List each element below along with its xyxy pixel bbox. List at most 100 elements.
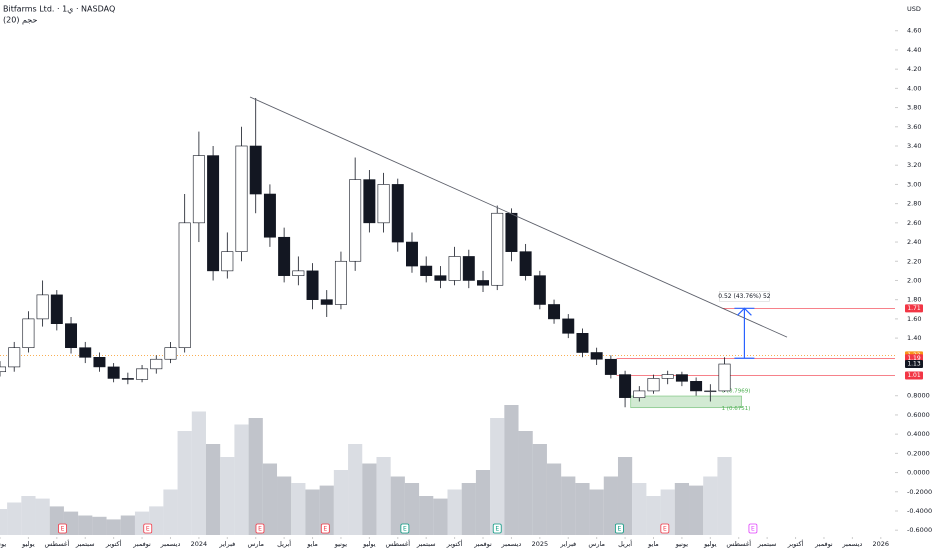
y-tick-label: 4.60	[907, 27, 921, 35]
y-tick-label: 0.6000	[907, 411, 930, 419]
volume-bar	[248, 418, 263, 535]
x-tick-label: يونيو	[0, 540, 6, 548]
event-marker	[492, 523, 502, 534]
x-tick-label: ديسمبر	[501, 540, 522, 548]
trendline	[249, 96, 788, 338]
volume-bar	[475, 470, 491, 535]
candle-body	[65, 323, 78, 349]
volume-bar	[575, 483, 590, 535]
volume-bar	[177, 431, 192, 535]
x-tick-label: ديسمبر	[841, 540, 862, 548]
y-tick-label: 3.00	[907, 180, 921, 188]
x-tick-label: سبتمبر	[75, 540, 95, 548]
volume-bar	[0, 509, 8, 535]
x-tick-label: فبراير	[218, 540, 235, 548]
volume-bar	[490, 418, 505, 535]
volume-bar	[7, 502, 22, 535]
candle-body	[562, 318, 575, 334]
volume-bar	[617, 457, 633, 535]
y-tick-label: -0.2000	[907, 488, 932, 496]
volume-bar	[689, 485, 704, 535]
volume-bar	[333, 470, 349, 535]
event-label: E	[323, 526, 327, 533]
y-tick-label: 2.80	[907, 200, 921, 208]
y-tick-label: 1.60	[907, 315, 921, 323]
x-tick-label: أغسطس	[385, 539, 410, 548]
candle-body	[633, 390, 646, 398]
volume-bar	[92, 516, 107, 535]
x-tick-label: مايو	[306, 540, 318, 548]
candle-body	[22, 318, 35, 349]
candle-body	[548, 304, 561, 320]
y-tick-label: -0.4000	[907, 507, 932, 515]
volume-bar	[63, 511, 79, 535]
volume-bar	[532, 444, 547, 535]
event-marker	[143, 523, 153, 534]
x-tick-label: أكتوبر	[787, 539, 804, 548]
x-tick-label: أبريل	[277, 539, 291, 548]
candle-body	[420, 265, 433, 276]
y-tick-label: 1.80	[907, 296, 921, 304]
x-tick-label: سبتمبر	[416, 540, 436, 548]
y-tick-label: 1.40	[907, 334, 921, 342]
y-tick-label: 4.00	[907, 84, 921, 92]
volume-bar	[319, 485, 334, 535]
volume-bar	[518, 431, 533, 535]
indicator-label: حجم (20)	[3, 16, 37, 25]
x-tick-label: مارس	[588, 540, 605, 548]
candle-body	[79, 347, 92, 358]
x-tick-label: يوليو	[21, 540, 35, 548]
candle-body	[391, 184, 404, 243]
x-tick-label: أبريل	[618, 539, 632, 548]
event-label: E	[617, 526, 621, 533]
event-label: E	[751, 526, 755, 533]
candle-body	[590, 352, 603, 360]
candle-body	[505, 212, 518, 252]
candle-body	[406, 241, 418, 267]
volume-bar	[277, 476, 292, 535]
volume-bar	[234, 424, 249, 535]
volume-bar	[348, 444, 363, 535]
y-tick-label: 0.0000	[907, 469, 930, 477]
chart-title: Bitfarms Ltd. · 1ي · NASDAQ	[3, 5, 115, 14]
candle-body	[363, 179, 376, 224]
event-marker	[400, 523, 410, 534]
volume-bar	[106, 519, 121, 535]
price-tag-label: 1.13	[907, 361, 921, 368]
y-tick-label: 4.40	[907, 46, 921, 54]
candle-body	[477, 280, 489, 286]
candle-body	[292, 270, 305, 276]
event-marker	[614, 523, 624, 534]
candle-body	[647, 378, 660, 392]
volume-bar	[419, 496, 434, 535]
candle-body	[164, 347, 177, 360]
x-tick-label: 2024	[191, 540, 208, 548]
y-tick-label: 4.20	[907, 65, 921, 73]
candle-body	[718, 363, 731, 392]
event-label: E	[61, 526, 65, 533]
event-marker	[58, 523, 67, 534]
candle-body	[207, 155, 220, 272]
y-tick-label: 3.60	[907, 123, 921, 131]
fib-label: 0 (0.7969)	[722, 389, 751, 395]
candle-body	[448, 256, 461, 281]
volume-bar	[603, 476, 618, 535]
event-marker	[320, 523, 330, 534]
event-label: E	[495, 526, 499, 533]
volume-bar	[546, 463, 562, 535]
x-tick-label: أكتوبر	[105, 539, 122, 548]
x-tick-label: أغسطس	[45, 539, 70, 548]
y-tick-label: 2.60	[907, 219, 921, 227]
x-tick-label: سبتمبر	[757, 540, 777, 548]
event-marker	[255, 523, 265, 534]
price-tag-label: 1.01	[907, 372, 921, 379]
x-tick-label: نوفمبر	[473, 540, 492, 548]
candle-body	[349, 179, 362, 262]
y-tick-label: 0.4000	[907, 430, 930, 438]
volume-bar	[404, 483, 420, 535]
volume-bar	[646, 496, 661, 535]
volume-bar	[262, 463, 278, 535]
volume-bar	[589, 489, 604, 535]
price-tag	[905, 304, 923, 313]
candle-body	[221, 251, 234, 272]
